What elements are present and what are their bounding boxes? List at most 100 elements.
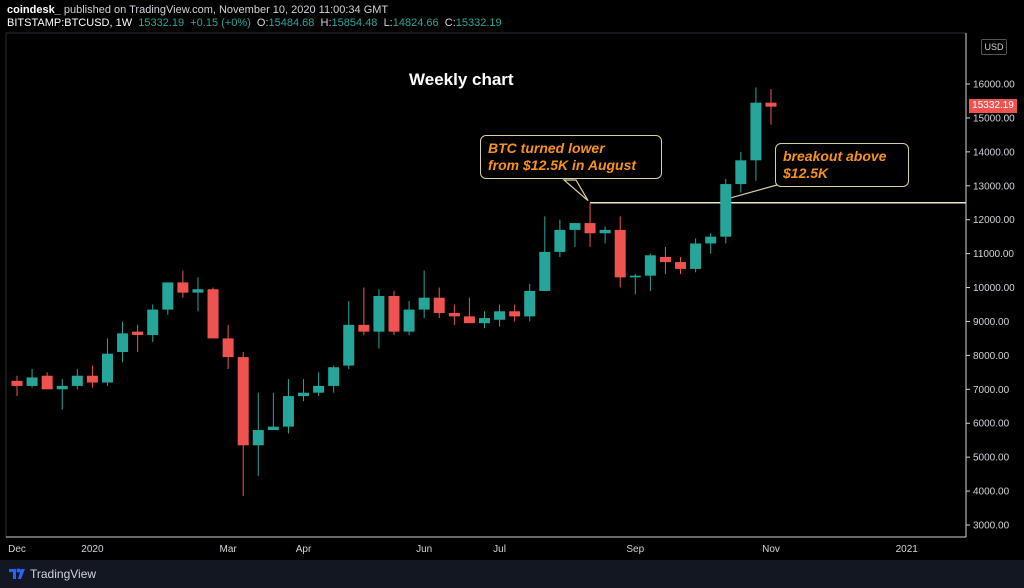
last-price: 15332.19 xyxy=(138,17,185,29)
price-change: +0.15 (+0%) xyxy=(190,17,251,29)
y-tick-label: 11000.00 xyxy=(973,249,1014,260)
candle-body xyxy=(720,184,732,237)
y-tick-label: 10000.00 xyxy=(973,283,1015,294)
x-tick-label: Apr xyxy=(296,544,312,555)
open-value: 15484.68 xyxy=(268,17,315,29)
candle-body xyxy=(735,160,747,185)
candle-body xyxy=(56,385,68,390)
y-tick-label: 4000.00 xyxy=(973,487,1010,498)
candle-body xyxy=(569,223,581,230)
x-tick-label: Dec xyxy=(8,544,26,555)
y-tick-label: 13000.00 xyxy=(973,181,1015,192)
candle-body xyxy=(207,289,219,339)
symbol-label: BITSTAMP:BTCUSD, 1W xyxy=(7,17,133,29)
x-tick-label: Nov xyxy=(762,544,780,555)
candle-body xyxy=(614,229,626,278)
candle-body xyxy=(41,375,53,390)
ohlc-legend: BITSTAMP:BTCUSD, 1W 15332.19 +0.15 (+0%)… xyxy=(7,17,502,29)
y-tick-label: 8000.00 xyxy=(973,351,1010,362)
candle-body xyxy=(147,309,159,336)
annotation-line: BTC turned lower xyxy=(488,140,605,156)
x-tick-label: 2021 xyxy=(896,544,919,555)
candle-body xyxy=(629,275,641,278)
candle-body xyxy=(267,426,279,431)
x-tick-label: Jul xyxy=(493,544,506,555)
publish-info: coindesk_ published on TradingView.com, … xyxy=(7,4,388,16)
candlestick-chart[interactable]: 3000.00 4000.00 5000.00 6000.00 7000.00 8000.… xyxy=(0,0,1024,560)
footer-bar: TradingView xyxy=(0,560,1024,588)
candle-body xyxy=(101,353,113,383)
candle-body xyxy=(282,396,294,427)
y-tick-label: 7000.00 xyxy=(973,385,1010,396)
chart-title: Weekly chart xyxy=(409,70,514,89)
tradingview-logo-icon[interactable] xyxy=(8,566,26,580)
y-tick-label: 15000.00 xyxy=(973,113,1015,124)
candle-body xyxy=(644,255,656,276)
high-label: H: xyxy=(320,17,332,29)
annotation-turned-lower: BTC turned lower from $12.5K in August xyxy=(480,135,662,179)
candle-body xyxy=(418,297,430,310)
candle-body xyxy=(524,290,536,317)
y-tick-label: 6000.00 xyxy=(973,419,1010,430)
candle-body xyxy=(509,311,521,317)
candle-body xyxy=(86,375,98,383)
close-label: C: xyxy=(444,17,456,29)
y-tick-label: 3000.00 xyxy=(973,521,1010,532)
publisher-name: coindesk_ xyxy=(7,4,61,16)
candle-body xyxy=(237,357,249,446)
candle-body xyxy=(554,229,566,252)
candle-body xyxy=(162,282,174,310)
x-tick-label: 2020 xyxy=(81,544,104,555)
candle-body xyxy=(132,331,144,336)
y-tick-label: 16000.00 xyxy=(973,80,1015,91)
publish-details: published on TradingView.com, November 1… xyxy=(60,4,389,16)
candle-body xyxy=(448,312,460,317)
candle-body xyxy=(252,430,264,446)
candle-body xyxy=(494,311,506,320)
candle-body xyxy=(71,375,83,386)
last-price-tag: 15332.19 xyxy=(969,99,1017,113)
x-tick-label: Jun xyxy=(416,544,432,555)
low-label: L: xyxy=(383,17,393,29)
candle-body xyxy=(26,377,38,386)
plot-frame xyxy=(5,32,967,538)
candle-body xyxy=(313,385,325,393)
low-value: 14824.66 xyxy=(392,17,439,29)
x-tick-label: Mar xyxy=(220,544,238,555)
close-value: 15332.19 xyxy=(455,17,502,29)
y-tick-label: 5000.00 xyxy=(973,453,1010,464)
candle-body xyxy=(539,251,551,291)
candle-body xyxy=(298,392,310,397)
candle-body xyxy=(222,338,234,358)
candle-body xyxy=(765,102,777,107)
candle-body xyxy=(11,380,23,386)
candle-body xyxy=(584,223,596,234)
candle-body xyxy=(463,316,475,324)
candle-body xyxy=(478,318,490,324)
candle-body xyxy=(599,229,611,234)
candle-body xyxy=(373,296,385,332)
y-tick-label: 14000.00 xyxy=(973,147,1015,158)
high-value: 15854.48 xyxy=(331,17,378,29)
candle-body xyxy=(388,296,400,332)
y-tick-label: 12000.00 xyxy=(973,215,1015,226)
candle-body xyxy=(690,243,702,269)
x-tick-label: Sep xyxy=(626,544,644,555)
annotation-line: breakout above xyxy=(783,148,887,164)
candle-body xyxy=(659,257,671,263)
candle-body xyxy=(675,262,687,269)
currency-badge[interactable]: USD xyxy=(981,39,1007,55)
callout-pointer xyxy=(562,179,589,202)
callout-pointer xyxy=(727,184,778,200)
candle-body xyxy=(343,324,355,366)
annotation-breakout: breakout above $12.5K xyxy=(775,143,909,187)
candle-body xyxy=(117,333,129,352)
tradingview-brand[interactable]: TradingView xyxy=(30,567,97,581)
candle-body xyxy=(403,309,415,332)
candle-body xyxy=(328,367,340,386)
candle-body xyxy=(433,297,445,313)
candle-body xyxy=(750,102,762,161)
open-label: O: xyxy=(256,17,269,29)
y-tick-label: 9000.00 xyxy=(973,317,1010,328)
annotation-line: from $12.5K in August xyxy=(488,157,637,173)
